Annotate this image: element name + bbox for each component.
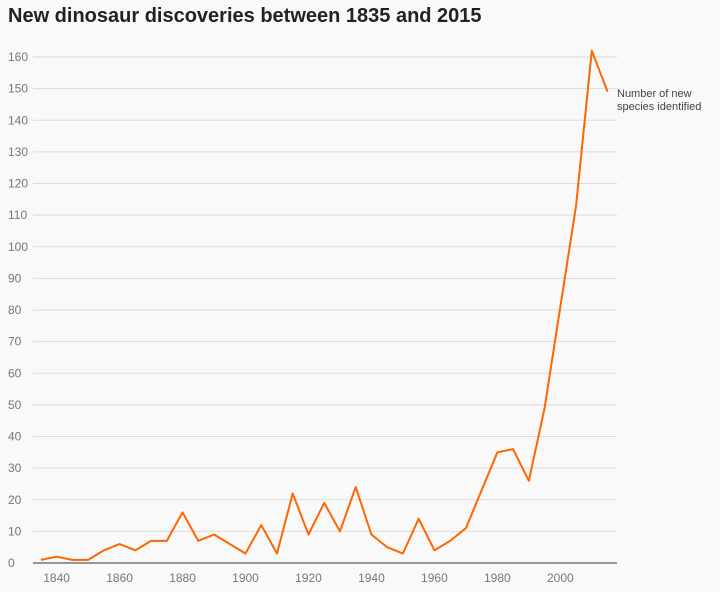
x-tick-label: 2000 <box>547 571 574 585</box>
y-tick-label: 160 <box>8 50 28 64</box>
x-tick-label: 1900 <box>232 571 259 585</box>
y-tick-label: 60 <box>8 366 22 380</box>
y-tick-label: 120 <box>8 177 28 191</box>
y-tick-label: 130 <box>8 145 28 159</box>
series-annotation: Number of new <box>617 88 692 100</box>
x-tick-label: 1840 <box>43 571 70 585</box>
x-tick-label: 1960 <box>421 571 448 585</box>
y-tick-label: 10 <box>8 524 22 538</box>
y-tick-label: 0 <box>8 556 15 570</box>
y-tick-label: 80 <box>8 303 22 317</box>
y-tick-label: 150 <box>8 82 28 96</box>
y-tick-label: 40 <box>8 430 22 444</box>
x-tick-label: 1980 <box>484 571 511 585</box>
series-annotation: species identified <box>617 101 701 113</box>
y-tick-label: 20 <box>8 493 22 507</box>
y-tick-label: 100 <box>8 240 28 254</box>
x-tick-label: 1880 <box>169 571 196 585</box>
y-tick-label: 90 <box>8 271 22 285</box>
chart-title: New dinosaur discoveries between 1835 an… <box>8 5 482 27</box>
x-tick-label: 1860 <box>106 571 133 585</box>
y-tick-label: 140 <box>8 113 28 127</box>
y-tick-label: 70 <box>8 335 22 349</box>
x-tick-label: 1940 <box>358 571 385 585</box>
y-tick-label: 30 <box>8 461 22 475</box>
y-tick-label: 110 <box>8 208 27 222</box>
x-tick-label: 1920 <box>295 571 322 585</box>
series-line <box>40 49 609 561</box>
y-tick-label: 50 <box>8 398 22 412</box>
